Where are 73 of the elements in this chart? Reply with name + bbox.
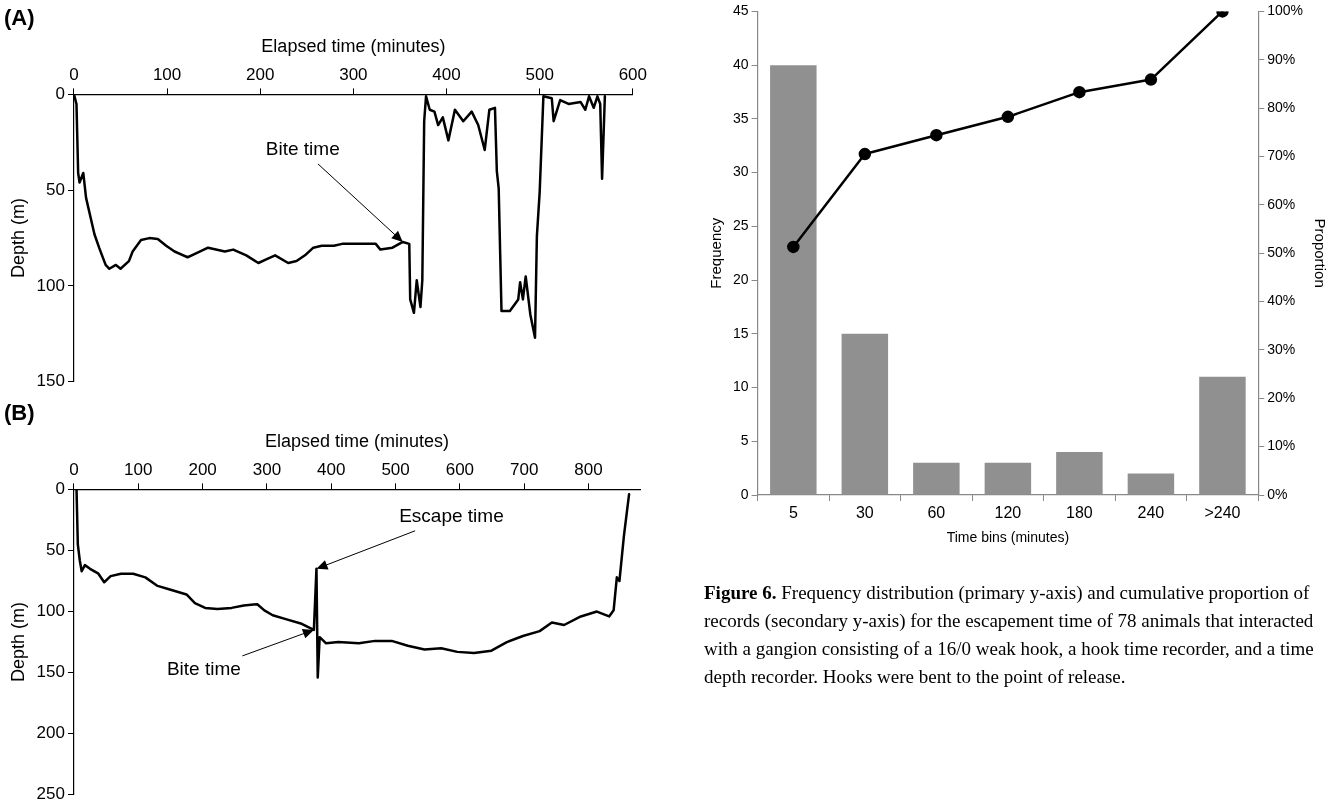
- y2-tick-label: 70%: [1267, 147, 1296, 164]
- y-tick-label: 50: [46, 540, 65, 560]
- y-tick-label: 200: [36, 723, 65, 743]
- point: [930, 128, 943, 142]
- annotation: Escape time: [399, 505, 504, 527]
- x-tick-label: 700: [510, 459, 539, 479]
- y-tick-label: 250: [36, 784, 65, 804]
- y-tick-label: 100: [36, 275, 65, 295]
- y2-tick-label: 90%: [1267, 50, 1296, 67]
- y-tick-label: 150: [36, 371, 65, 391]
- y2-tick-label: 30%: [1267, 340, 1296, 357]
- caption: Figure 6. Frequency distribution (primary y-axis) and cumulative proportion of records (secondary y-axis) for the escapement time of 78 animals that interacted with a gangion consisting of a 16/0 weak hook, a hook time recorder, and a time depth recorder. Hooks were bent to the point of release.: [704, 582, 1314, 687]
- y-tick-label: 35: [732, 109, 749, 126]
- y-tick-label: 0: [55, 479, 65, 499]
- x-tick-label: 600: [445, 459, 475, 479]
- x-tick-label: 0: [69, 64, 79, 84]
- point: [1073, 85, 1086, 99]
- y2-axis-title: Proportion: [1311, 218, 1329, 288]
- x-tick-label: 200: [246, 64, 275, 84]
- y-tick-label: 25: [732, 217, 749, 234]
- x-axis-title: Time bins (minutes): [946, 529, 1070, 546]
- x-tick-label: 100: [124, 459, 153, 479]
- y-tick-label: 50: [46, 179, 65, 199]
- x-tick-label: 400: [432, 64, 461, 84]
- y2-tick-label: 60%: [1267, 195, 1296, 212]
- x-tick-label: 180: [1066, 504, 1093, 522]
- x-tick-label: 5: [788, 504, 798, 522]
- point: [1001, 110, 1015, 124]
- y-tick-label: 150: [36, 662, 65, 682]
- y2-tick-label: 100%: [1267, 2, 1304, 19]
- x-tick-label: 400: [317, 459, 346, 479]
- x-tick-label: >240: [1204, 504, 1241, 522]
- x-tick-label: 300: [252, 459, 282, 479]
- x-tick-label: 600: [618, 64, 648, 84]
- x-tick-label: 100: [152, 64, 182, 84]
- y-tick-label: 20: [732, 270, 749, 287]
- y-axis-title: Depth (m): [7, 602, 28, 683]
- x-tick-label: 500: [525, 64, 554, 84]
- x-tick-label: 0: [69, 459, 79, 479]
- annotation: Bite time: [166, 658, 241, 680]
- y2-tick-label: 40%: [1267, 292, 1296, 309]
- y2-tick-label: 0%: [1267, 485, 1288, 502]
- x-tick-label: 120: [994, 504, 1022, 522]
- y2-tick-label: 10%: [1267, 437, 1296, 454]
- y-tick-label: 100: [36, 601, 65, 621]
- y-tick-label: 5: [740, 432, 749, 449]
- x-tick-label: 300: [339, 64, 368, 84]
- y2-tick-label: 20%: [1267, 389, 1296, 406]
- y2-tick-label: 50%: [1267, 244, 1296, 261]
- y2-tick-label: 80%: [1267, 98, 1296, 115]
- y-tick-label: 10: [732, 378, 749, 395]
- point: [1144, 73, 1158, 86]
- x-tick-label: 60: [927, 504, 946, 522]
- point: [858, 147, 872, 161]
- y-tick-label: 0: [55, 84, 65, 104]
- chart-title: (B): [4, 400, 35, 426]
- x-tick-label: 30: [855, 504, 874, 522]
- x-tick-label: 240: [1137, 504, 1165, 522]
- chart-title: (A): [4, 5, 35, 31]
- annotation: Bite time: [265, 138, 340, 160]
- x-axis-title: Elapsed time (minutes): [261, 36, 446, 57]
- y-tick-label: 15: [732, 324, 749, 341]
- x-tick-label: 500: [381, 459, 410, 479]
- y-axis-title: Depth (m): [7, 198, 28, 279]
- x-axis-title: Elapsed time (minutes): [264, 431, 450, 452]
- x-tick-label: 800: [574, 459, 603, 479]
- point: [787, 240, 800, 254]
- y-tick-label: 0: [740, 485, 749, 502]
- y-tick-label: 45: [732, 2, 749, 19]
- y-axis-title: Frequency: [707, 217, 725, 289]
- y-tick-label: 40: [732, 55, 749, 72]
- x-tick-label: 200: [188, 459, 217, 479]
- y-tick-label: 30: [732, 163, 749, 180]
